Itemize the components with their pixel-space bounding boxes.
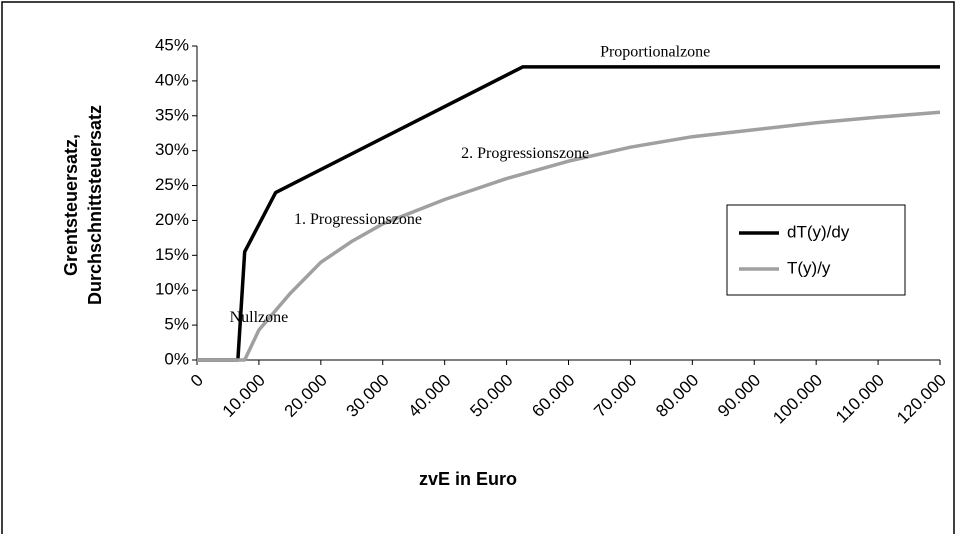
x-tick-label: 40.000 [404,371,454,421]
y-tick-label: 45% [155,35,189,54]
x-tick-label: 20.000 [281,371,331,421]
x-tick-label: 90.000 [714,371,764,421]
x-tick-label: 0 [187,371,207,391]
y-tick-label: 0% [164,349,189,368]
legend-label: T(y)/y [787,258,831,277]
x-tick-label: 10.000 [219,371,269,421]
y-tick-label: 10% [155,280,189,299]
annotation: 2. Progressionszone [461,145,589,162]
x-tick-label: 120.000 [893,371,950,428]
y-tick-label: 25% [155,175,189,194]
y-axis-title: Durchschnittsteuersatz [85,105,105,305]
y-tick-label: 20% [155,210,189,229]
x-tick-label: 60.000 [528,371,578,421]
x-tick-label: 100.000 [769,371,826,428]
legend-label: dT(y)/dy [787,222,850,241]
y-tick-label: 15% [155,245,189,264]
y-tick-label: 35% [155,105,189,124]
x-tick-label: 70.000 [590,371,640,421]
legend-box [726,204,906,296]
x-axis-title: zvE in Euro [419,469,517,489]
y-tick-label: 30% [155,140,189,159]
y-axis-title: Grentsteuersatz, [61,134,81,276]
x-tick-label: 30.000 [343,371,393,421]
annotation: Nullzone [230,309,289,326]
y-tick-label: 40% [155,70,189,89]
annotation: 1. Progressionszone [294,211,422,228]
x-tick-label: 50.000 [466,371,516,421]
line [197,110,941,362]
y-tick-label: 5% [164,315,189,334]
x-tick-label: 80.000 [652,371,702,421]
annotation: Proportionalzone [600,44,710,61]
x-tick-label: 110.000 [832,371,888,427]
